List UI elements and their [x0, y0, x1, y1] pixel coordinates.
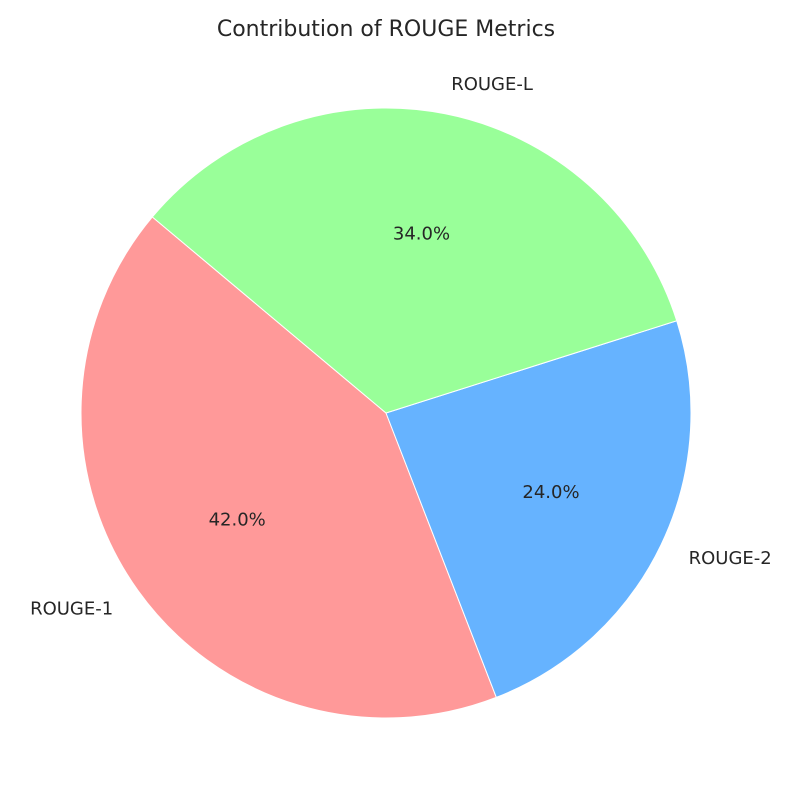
chart-title: Contribution of ROUGE Metrics	[217, 17, 555, 42]
pie-slices	[80, 107, 692, 719]
pie-percent-label: 42.0%	[209, 510, 266, 531]
pie-slice-rouge-2	[385, 320, 692, 699]
pie-category-label: ROUGE-1	[30, 598, 113, 619]
pie-slice-rouge-l	[151, 107, 678, 414]
pie-category-label: ROUGE-2	[689, 548, 772, 569]
pie-category-label: ROUGE-L	[451, 74, 533, 95]
pie-percent-label: 34.0%	[393, 224, 450, 245]
pie-slice-rouge-1	[80, 216, 497, 719]
pie-percent-label: 24.0%	[522, 482, 579, 503]
pie-labels: 42.0% ROUGE-1 24.0% ROUGE-2 34.0% ROUGE-L	[30, 74, 772, 619]
